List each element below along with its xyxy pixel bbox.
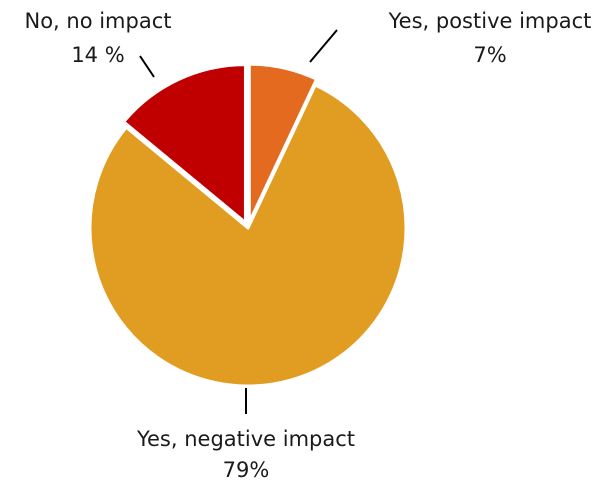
pie-slice-0 [247, 62, 319, 224]
pie-slices [88, 62, 408, 388]
slice-value-no-impact: 14 % [71, 43, 124, 67]
slice-label-negative: Yes, negative impact [136, 427, 355, 451]
leader-lines [139, 29, 338, 414]
pie-slice-1 [88, 83, 408, 388]
slice-value-positive: 7% [473, 43, 506, 67]
slice-value-negative: 79% [223, 458, 270, 481]
slice-label-positive: Yes, postive impact [388, 9, 592, 33]
slice-label-no-impact: No, no impact [24, 9, 171, 33]
leader-line-positive [309, 29, 338, 63]
leader-line-no-impact [139, 55, 155, 78]
pie-slice-2 [122, 63, 247, 225]
